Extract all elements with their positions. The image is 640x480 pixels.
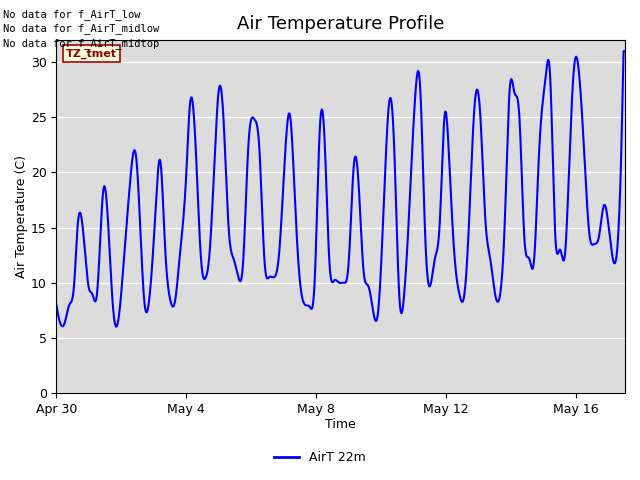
Legend: AirT 22m: AirT 22m (269, 446, 371, 469)
Y-axis label: Air Temperature (C): Air Temperature (C) (15, 155, 28, 278)
Text: No data for f_AirT_midlow: No data for f_AirT_midlow (3, 23, 159, 34)
Text: No data for f_AirT_midtop: No data for f_AirT_midtop (3, 37, 159, 48)
Title: Air Temperature Profile: Air Temperature Profile (237, 15, 444, 33)
Text: No data for f_AirT_low: No data for f_AirT_low (3, 9, 141, 20)
Text: TZ_tmet: TZ_tmet (66, 48, 117, 59)
X-axis label: Time: Time (325, 419, 356, 432)
